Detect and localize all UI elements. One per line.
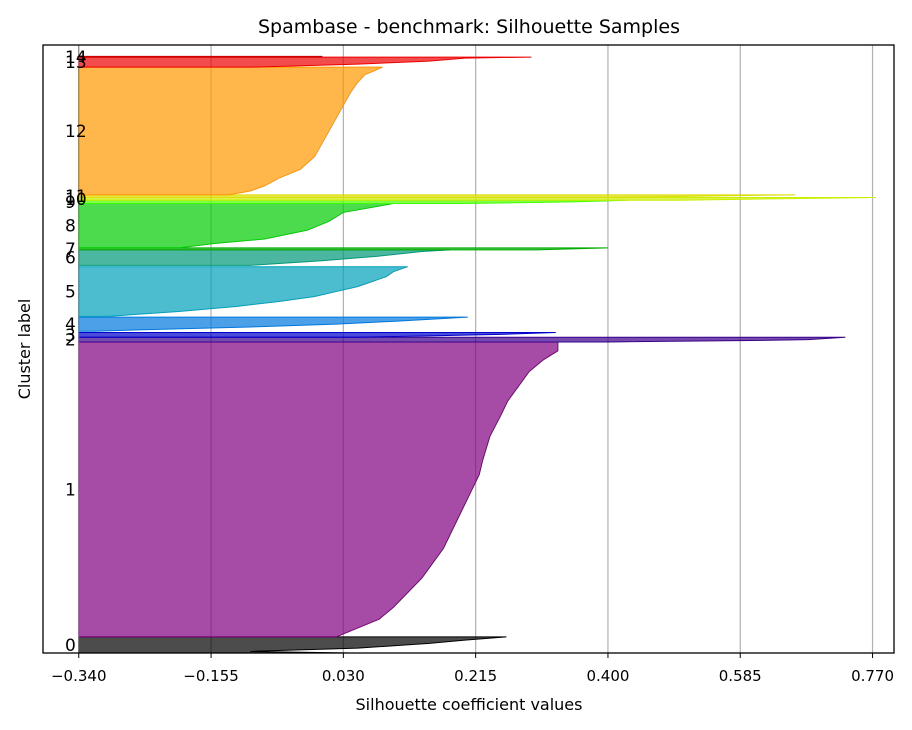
cluster-5-silhouette: [78, 266, 408, 317]
cluster-label-5: 5: [65, 283, 76, 303]
cluster-label-2: 2: [65, 331, 76, 351]
plot-frame: [42, 44, 895, 654]
cluster-label-14: 14: [65, 48, 87, 68]
x-axis-ticks: −0.340 −0.155 0.030 0.215 0.400 0.585 0.770: [51, 653, 894, 685]
x-tick-label-2: 0.030: [322, 667, 365, 685]
x-axis-title: Silhouette coefficient values: [356, 695, 583, 714]
x-tick-label-4: 0.400: [586, 667, 629, 685]
x-tick-label-1: −0.155: [183, 667, 239, 685]
cluster-label-6: 6: [65, 249, 76, 269]
x-tick-label-6: 0.770: [851, 667, 894, 685]
cluster-label-3: 3: [65, 326, 76, 346]
cluster-label-4: 4: [65, 315, 76, 335]
cluster-label-0: 0: [65, 636, 76, 656]
cluster-label-9: 9: [65, 193, 76, 213]
cluster-label-13: 13: [65, 53, 87, 73]
cluster-14-silhouette: [78, 55, 323, 58]
cluster-label-7: 7: [65, 240, 76, 260]
x-tick-label-3: 0.215: [454, 667, 497, 685]
chart-title: Spambase - benchmark: Silhouette Samples: [258, 16, 680, 38]
y-axis-title: Cluster label: [15, 299, 34, 400]
cluster-label-12: 12: [65, 122, 87, 142]
cluster-label-1: 1: [65, 480, 76, 500]
cluster-1-silhouette: [78, 341, 559, 638]
cluster-label-11: 11: [65, 187, 87, 207]
cluster-silhouettes: [78, 45, 877, 654]
cluster-12-silhouette: [78, 66, 383, 196]
cluster-label-8: 8: [65, 217, 76, 237]
cluster-label-10: 10: [65, 190, 87, 210]
cluster-4-silhouette: [78, 316, 468, 332]
x-tick-label-5: 0.585: [719, 667, 762, 685]
x-tick-label-0: −0.340: [51, 667, 107, 685]
